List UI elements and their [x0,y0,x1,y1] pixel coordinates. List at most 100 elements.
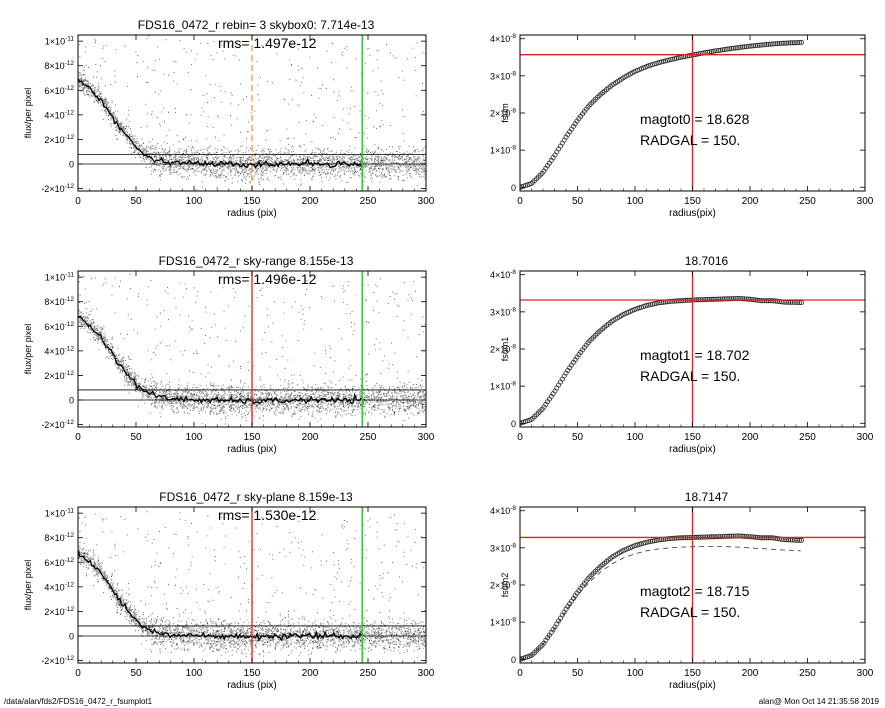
x-axis-label: radius(pix) [669,680,716,691]
fsum-point [664,536,670,542]
y-tick-label: 0 [511,655,516,665]
footer-path: /data/alan/fds2/FDS16_0472_r_fsumplot1 [4,697,153,706]
x-tick-label: 0 [75,668,81,679]
y-tick-label: 0 [511,183,516,193]
y-tick-label: 6×10-12 [44,85,74,96]
y-tick-label: 8×10-12 [44,296,74,307]
fsum-point [716,48,722,54]
y-tick-label: 2×10-8 [490,344,516,355]
fsum-point [668,298,674,304]
fsum-point [775,298,781,304]
fsum-point [679,298,685,304]
chart-panel-profile-1: FDS16_0472_r rebin= 3 skybox0: 7.714e-13… [23,18,435,219]
y-tick-label: 4×10-8 [490,33,516,44]
fsum-point [745,43,751,49]
fsum-point [775,41,781,47]
fsum-point [730,533,736,539]
x-axis-label: radius(pix) [669,444,716,455]
fsum-point [786,40,792,46]
fsum-point [721,533,727,539]
fsum-point [707,49,713,55]
fsum-point [742,296,748,302]
fsum-point [740,533,746,539]
y-tick-label: 4×10-12 [44,581,74,592]
fsum-point [714,534,720,540]
x-tick-label: 150 [244,668,261,679]
fsum-point [767,41,773,47]
fsum-point [797,537,803,543]
x-tick-label: 100 [627,668,644,679]
mean-profile-line [78,315,363,405]
fsum-point [727,296,733,302]
y-axis-label: fsum1 [500,337,510,362]
x-tick-label: 50 [130,196,142,207]
x-tick-label: 0 [517,668,523,679]
x-tick-label: 200 [742,668,759,679]
fsum-point [743,296,749,302]
x-tick-label: 300 [857,196,874,207]
fsum-point [773,298,779,304]
fsum-point [672,298,678,304]
fsum-point [718,534,724,540]
fsum-point [719,534,725,540]
fsum-point [775,536,781,542]
fsum-point [670,535,676,541]
fsum-point [736,45,742,51]
fsum-point [747,296,753,302]
fsum-point [795,537,801,543]
x-tick-label: 100 [186,668,203,679]
plot-area [520,533,805,662]
fsum-point [773,535,779,541]
fsum-point [673,298,679,304]
y-tick-label: 1×10-8 [490,617,516,628]
x-tick-label: 150 [684,432,701,443]
y-tick-label: 2×10-12 [44,134,74,145]
x-tick-label: 0 [75,432,81,443]
y-tick-label: 2×10-12 [44,370,74,381]
y-tick-label: 1×10-8 [490,381,516,392]
fsum-point [712,534,718,540]
x-tick-label: 200 [302,196,319,207]
fsum-point [780,40,786,46]
y-tick-label: 1×10-11 [45,272,75,283]
x-axis-label: radius (pix) [227,680,276,691]
fsum-point [730,296,736,302]
fsum-point [714,296,720,302]
x-tick-label: 150 [684,196,701,207]
fsum-point [646,539,652,545]
fsum-point [756,42,762,48]
fsum-point [742,533,748,539]
fsum-point [732,296,738,302]
fsum-point [718,47,724,53]
fsum-point [712,296,718,302]
fsum-point [697,51,703,57]
fsum-point [799,39,805,45]
fsum-point [740,44,746,50]
fsum-point [753,43,759,49]
fsum-point [729,296,735,302]
chart-panel-fsum-2: 18.7147 magtot2 = 18.715 RADGAL = 150. 0 50 1… [490,490,874,691]
x-tick-label: 150 [244,432,261,443]
y-tick-label: 2×10-8 [490,108,516,119]
y-tick-label: 1×10-11 [45,36,75,47]
fsum-point [732,533,738,539]
y-tick-label: 6×10-12 [44,557,74,568]
fsum-point [719,47,725,53]
fsum-point [788,40,794,46]
fsum-point [710,48,716,54]
fsum-point [776,536,782,542]
fsum-point [684,53,690,59]
y-tick-label: 1×10-11 [45,508,75,519]
x-tick-label: 300 [418,432,435,443]
fsum-point [655,300,661,306]
chart-panel-fsum-0: magtot0 = 18.628 RADGAL = 150. 0 50 100 150 20… [490,33,874,219]
radgal-label: RADGAL = 150. [640,132,740,148]
x-tick-label: 200 [742,432,759,443]
fsum-point [760,298,766,304]
x-tick-label: 300 [418,668,435,679]
x-tick-label: 0 [75,196,81,207]
plot-area [520,295,805,426]
fsum-point [742,44,748,50]
fsum-point [725,296,731,302]
y-tick-label: 3×10-8 [490,306,516,317]
